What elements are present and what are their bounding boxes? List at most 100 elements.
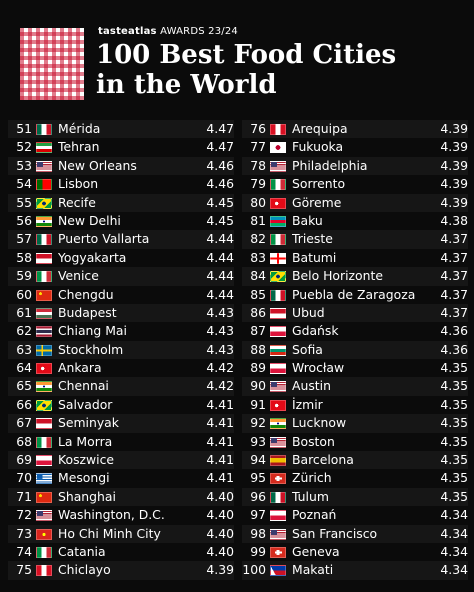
azerbaijan-flag-icon bbox=[270, 215, 286, 227]
city-score: 4.45 bbox=[206, 212, 234, 228]
rank-number: 56 bbox=[16, 212, 32, 228]
italy-flag-icon bbox=[270, 179, 286, 191]
city-name: Batumi bbox=[292, 249, 337, 265]
rank-number: 72 bbox=[16, 507, 32, 523]
city-name: Trieste bbox=[292, 231, 333, 247]
city-score: 4.35 bbox=[440, 470, 468, 486]
turkey-flag-icon bbox=[270, 197, 286, 209]
city-name: Zürich bbox=[292, 470, 332, 486]
mexico-flag-icon bbox=[270, 289, 286, 301]
ranking-row: 55 Recife 4.45 bbox=[8, 193, 234, 212]
ranking-row: 93 Boston 4.35 bbox=[242, 433, 468, 451]
rank-number: 97 bbox=[250, 507, 266, 523]
brand-suffix: AWARDS 23/24 bbox=[160, 26, 238, 37]
rank-number: 54 bbox=[16, 176, 32, 192]
city-score: 4.35 bbox=[440, 415, 468, 431]
rank-number: 81 bbox=[250, 212, 266, 228]
rank-number: 59 bbox=[16, 268, 32, 284]
city-name: Arequipa bbox=[292, 121, 348, 136]
city-score: 4.37 bbox=[440, 286, 468, 302]
header: tasteatlas AWARDS 23/24 100 Best Food Ci… bbox=[0, 0, 474, 118]
city-name: Chennai bbox=[58, 378, 109, 394]
ranking-row: 71 Shanghai 4.40 bbox=[8, 487, 234, 507]
rank-number: 84 bbox=[250, 268, 266, 284]
city-score: 4.46 bbox=[206, 157, 234, 173]
indonesia-flag-icon bbox=[270, 307, 286, 319]
city-name: Poznań bbox=[292, 507, 337, 523]
city-name: Lucknow bbox=[292, 415, 347, 431]
city-name: Geneva bbox=[292, 543, 340, 559]
city-score: 4.34 bbox=[440, 543, 468, 559]
iran-flag-icon bbox=[36, 142, 52, 154]
rank-number: 89 bbox=[250, 360, 266, 376]
rank-number: 79 bbox=[250, 176, 266, 192]
ranking-row: 58 Yogyakarta 4.44 bbox=[8, 249, 234, 267]
ranking-row: 83 Batumi 4.37 bbox=[242, 249, 468, 267]
rank-number: 68 bbox=[16, 433, 32, 449]
city-name: Gdańsk bbox=[292, 323, 339, 339]
poland-flag-icon bbox=[270, 326, 286, 338]
ranking-row: 95 Zürich 4.35 bbox=[242, 469, 468, 487]
italy-flag-icon bbox=[270, 234, 286, 246]
city-name: Mérida bbox=[58, 121, 101, 136]
ranking-row: 56 New Delhi 4.45 bbox=[8, 212, 234, 230]
page-title: 100 Best Food Cities in the World bbox=[96, 40, 466, 100]
city-name: Sorrento bbox=[292, 176, 346, 192]
brand-line: tasteatlas AWARDS 23/24 bbox=[98, 26, 238, 37]
rank-number: 57 bbox=[16, 231, 32, 247]
ranking-row: 65 Chennai 4.42 bbox=[8, 377, 234, 396]
city-score: 4.37 bbox=[440, 304, 468, 320]
rank-number: 98 bbox=[250, 525, 266, 541]
city-score: 4.35 bbox=[440, 378, 468, 394]
mexico-flag-icon bbox=[36, 124, 52, 135]
rank-number: 78 bbox=[250, 157, 266, 173]
city-score: 4.35 bbox=[440, 396, 468, 412]
ranking-row: 88 Sofia 4.36 bbox=[242, 340, 468, 360]
rank-number: 62 bbox=[16, 323, 32, 339]
city-name: Boston bbox=[292, 433, 335, 449]
ranking-row: 54 Lisbon 4.46 bbox=[8, 175, 234, 193]
city-name: Puerto Vallarta bbox=[58, 231, 150, 247]
rank-number: 85 bbox=[250, 286, 266, 302]
rank-number: 77 bbox=[250, 139, 266, 155]
city-name: Lisbon bbox=[58, 176, 99, 192]
city-name: New Delhi bbox=[58, 212, 121, 228]
ranking-row: 52 Tehran 4.47 bbox=[8, 138, 234, 156]
rank-number: 88 bbox=[250, 341, 266, 357]
ranking-row: 59 Venice 4.44 bbox=[8, 267, 234, 286]
ranking-row: 77 Fukuoka 4.39 bbox=[242, 138, 468, 156]
rank-number: 69 bbox=[16, 452, 32, 468]
ranking-row: 66 Salvador 4.41 bbox=[8, 396, 234, 414]
ranking-row: 73 Ho Chi Minh City 4.40 bbox=[8, 524, 234, 543]
spain-flag-icon bbox=[270, 455, 286, 467]
ranking-row: 89 Wrocław 4.35 bbox=[242, 359, 468, 377]
ranking-row: 51 Mérida 4.47 bbox=[8, 120, 234, 139]
ranking-row: 78 Philadelphia 4.39 bbox=[242, 156, 468, 176]
rank-number: 51 bbox=[16, 121, 32, 136]
ranking-row: 82 Trieste 4.37 bbox=[242, 230, 468, 249]
city-score: 4.42 bbox=[206, 378, 234, 394]
rank-number: 55 bbox=[16, 194, 32, 210]
sweden-flag-icon bbox=[36, 344, 52, 356]
city-score: 4.39 bbox=[206, 562, 234, 578]
city-name: Recife bbox=[58, 194, 96, 210]
ranking-row: 72 Washington, D.C. 4.40 bbox=[8, 506, 234, 524]
city-name: Makati bbox=[292, 562, 334, 578]
city-score: 4.47 bbox=[206, 139, 234, 155]
city-name: Austin bbox=[292, 378, 331, 394]
china-flag-icon bbox=[36, 289, 52, 301]
ranking-row: 61 Budapest 4.43 bbox=[8, 303, 234, 323]
rank-number: 67 bbox=[16, 415, 32, 431]
city-name: Yogyakarta bbox=[58, 249, 127, 265]
city-name: Wrocław bbox=[292, 360, 345, 376]
ranking-row: 97 Poznań 4.34 bbox=[242, 506, 468, 524]
city-score: 4.37 bbox=[440, 268, 468, 284]
city-name: Tehran bbox=[58, 139, 100, 155]
rank-number: 90 bbox=[250, 378, 266, 394]
city-score: 4.35 bbox=[440, 360, 468, 376]
italy-flag-icon bbox=[36, 436, 52, 448]
rank-number: 82 bbox=[250, 231, 266, 247]
city-name: Fukuoka bbox=[292, 139, 344, 155]
japan-flag-icon bbox=[270, 142, 286, 154]
city-score: 4.39 bbox=[440, 121, 468, 136]
